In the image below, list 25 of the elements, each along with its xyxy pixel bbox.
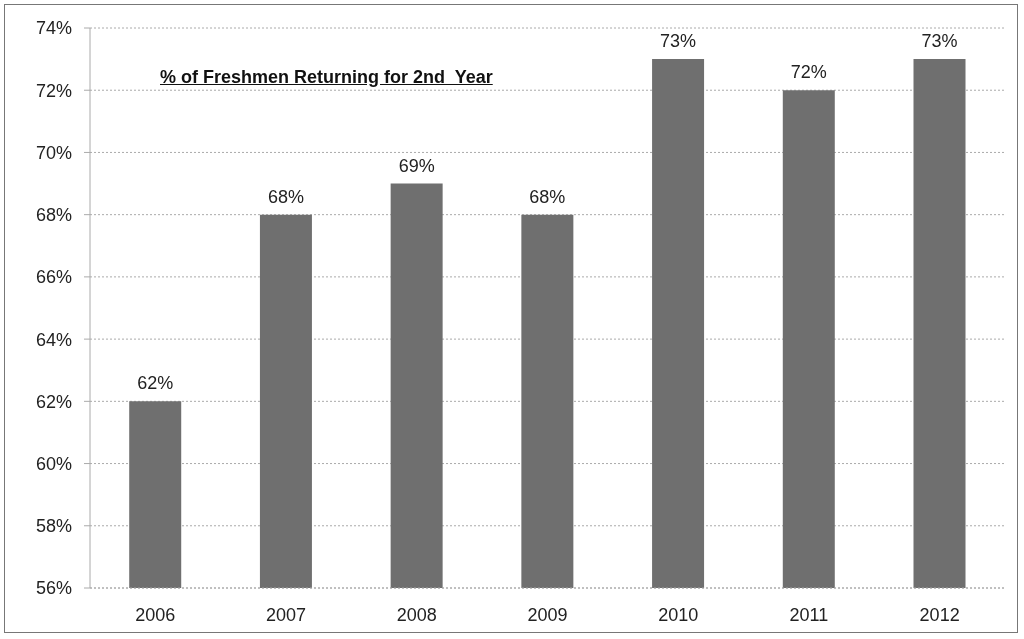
x-tick-label: 2007 [266, 604, 307, 625]
data-label: 68% [267, 186, 304, 207]
y-tick-label: 66% [35, 267, 72, 288]
data-label: 73% [921, 31, 958, 52]
data-label: 69% [398, 155, 435, 176]
data-label: 73% [660, 31, 697, 52]
x-tick-label: 2010 [658, 604, 699, 625]
y-tick-label: 56% [35, 578, 72, 599]
data-label: 68% [529, 186, 566, 207]
y-tick-label: 62% [35, 391, 72, 412]
x-tick-label: 2009 [527, 604, 568, 625]
y-tick-label: 64% [35, 329, 72, 350]
y-tick-label: 72% [35, 80, 72, 101]
x-tick-label: 2011 [789, 604, 829, 625]
x-tick-label: 2008 [396, 604, 437, 625]
y-tick-label: 58% [35, 516, 72, 537]
x-tick-label: 2012 [919, 604, 960, 625]
data-label: 62% [137, 373, 174, 394]
y-tick-label: 68% [35, 205, 72, 226]
text: % of Freshmen Returning for 2nd Year [160, 66, 493, 88]
y-tick-label: 74% [35, 18, 72, 39]
data-label: 72% [790, 62, 827, 83]
x-tick-label: 2006 [135, 604, 176, 625]
y-tick-label: 70% [35, 142, 72, 163]
y-tick-label: 60% [35, 453, 72, 474]
